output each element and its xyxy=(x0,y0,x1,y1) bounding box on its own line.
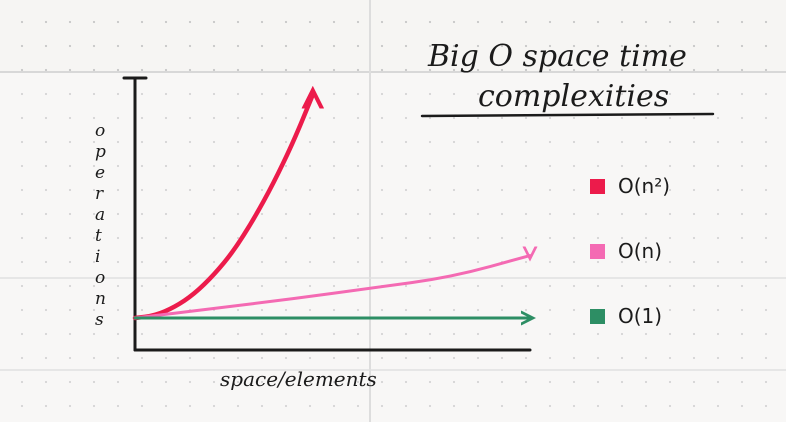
chart-axes xyxy=(122,76,532,352)
y-axis-label-char: a xyxy=(95,205,105,225)
legend-swatch-o-1 xyxy=(590,309,605,324)
y-axis-label-char: o xyxy=(95,268,105,288)
legend-label-o-1: O(1) xyxy=(618,304,662,328)
y-axis-label-char: s xyxy=(95,310,104,330)
chart-title-line-1: Big O space time xyxy=(427,39,687,74)
series-layer xyxy=(132,95,530,321)
legend-label-o-n: O(n²) xyxy=(618,174,670,198)
series-line-o-n xyxy=(132,95,313,321)
y-axis-label-char: i xyxy=(95,247,100,267)
title-underline xyxy=(420,112,715,118)
legend-label-o-n: O(n) xyxy=(618,239,662,263)
y-axis-label-char: p xyxy=(95,142,106,162)
y-axis-label-char: o xyxy=(95,121,105,141)
legend-swatch-o-n xyxy=(590,179,605,194)
series-line-o-n xyxy=(133,256,530,320)
y-axis-label-char: t xyxy=(95,226,102,246)
y-axis-label-char: r xyxy=(95,184,104,204)
legend-swatch-o-n xyxy=(590,244,605,259)
x-axis-label: space/elements xyxy=(220,367,377,391)
y-axis-label-char: n xyxy=(95,289,106,309)
y-axis-label-char: e xyxy=(95,163,105,183)
legend: O(n²) O(n) O(1) xyxy=(590,174,670,328)
chart-title-line-2: complexities xyxy=(478,79,669,114)
